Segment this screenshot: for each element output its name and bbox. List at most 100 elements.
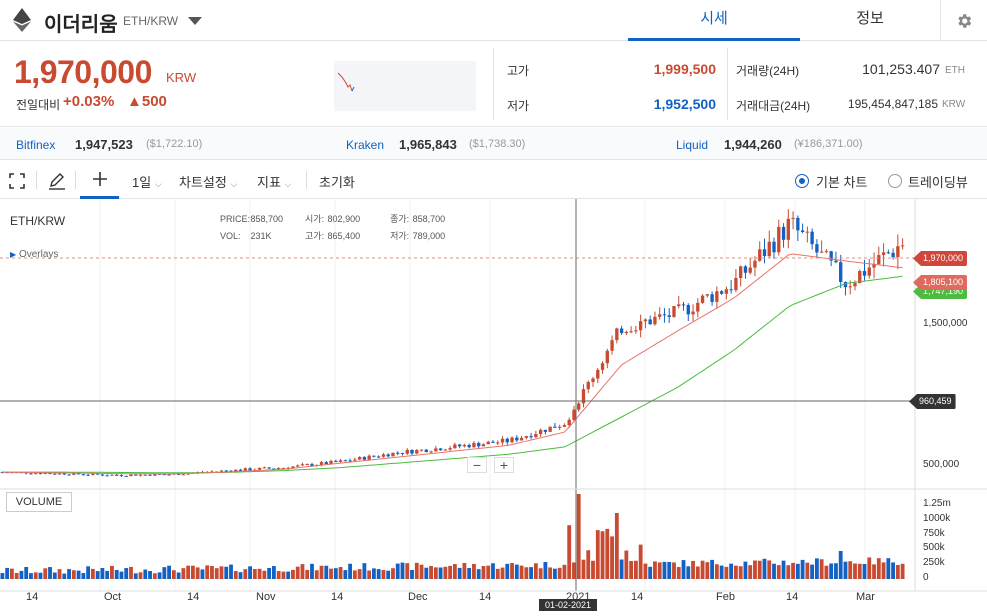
volume-bar xyxy=(781,560,786,579)
vol-tick: 0 xyxy=(923,572,929,583)
exchange-sub-price: (¥186,371.00) xyxy=(794,138,863,150)
candle-body xyxy=(896,246,900,258)
volume-bar xyxy=(300,564,305,579)
volume-value: 101,253.407 xyxy=(862,61,940,77)
volume-bar xyxy=(610,536,614,579)
interval-select[interactable]: 1일 ⌵ xyxy=(132,172,162,191)
volume-bar xyxy=(33,572,38,579)
volume-bar xyxy=(14,572,19,579)
volume-bar xyxy=(553,568,557,579)
volume-bar xyxy=(629,560,634,579)
candle-body xyxy=(48,473,52,475)
volume-toggle-button[interactable]: VOLUME xyxy=(6,492,72,512)
volume-bar xyxy=(252,569,257,579)
candle-body xyxy=(400,452,405,454)
candle-body xyxy=(739,266,743,278)
basic-chart-label[interactable]: 기본 차트 xyxy=(816,175,868,190)
candle-body xyxy=(353,459,357,461)
candle-body xyxy=(272,468,276,470)
volume-bar xyxy=(791,562,795,579)
zoom-out-button[interactable]: − xyxy=(467,457,487,473)
candle-body xyxy=(348,460,352,462)
volume-bar xyxy=(505,563,510,579)
volume-bar xyxy=(743,561,748,579)
volume-bar xyxy=(0,573,5,579)
volume-bar xyxy=(343,570,348,579)
volume-bar xyxy=(352,570,357,579)
candle-body xyxy=(329,460,333,464)
x-tick: Dec xyxy=(408,591,428,603)
tradingview-radio[interactable] xyxy=(888,174,902,188)
volume-bar xyxy=(476,569,481,579)
volume-bar xyxy=(457,567,462,579)
basic-chart-radio[interactable] xyxy=(795,174,809,188)
volume-bar xyxy=(686,566,691,579)
chevron-down-icon[interactable] xyxy=(188,17,202,25)
overlays-toggle[interactable]: ▶ Overlays xyxy=(10,249,58,260)
exchange-name[interactable]: Kraken xyxy=(346,138,385,152)
candle-body xyxy=(100,474,105,476)
candle-body xyxy=(43,473,47,475)
volume-bar xyxy=(67,569,71,579)
candle-body xyxy=(772,241,776,253)
candle-body xyxy=(67,474,71,476)
indicators-menu[interactable]: 지표 ⌵ xyxy=(257,172,291,191)
volume-bar xyxy=(229,564,233,579)
candle-body xyxy=(472,442,476,448)
tab-price[interactable]: 시세 xyxy=(628,0,800,41)
volume-bar xyxy=(181,568,186,579)
reset-button[interactable]: 초기화 xyxy=(319,175,355,190)
tab-info[interactable]: 정보 xyxy=(856,10,884,27)
volume-bar xyxy=(200,569,205,579)
volume-bar xyxy=(862,564,867,579)
volume-bar xyxy=(205,565,210,579)
volume-bar xyxy=(857,563,862,579)
candle-body xyxy=(748,267,752,273)
candle-body xyxy=(605,350,609,364)
exchange-name[interactable]: Bitfinex xyxy=(16,138,56,152)
volume-bar xyxy=(314,570,319,579)
tradingview-label[interactable]: 트레이딩뷰 xyxy=(908,175,968,190)
volume-bar xyxy=(657,562,662,579)
fullscreen-icon[interactable] xyxy=(9,173,25,194)
candle-body xyxy=(496,442,500,444)
candle-body xyxy=(505,438,509,443)
candle-body xyxy=(57,473,62,475)
candle-body xyxy=(110,474,114,476)
volume-bar xyxy=(162,567,167,579)
candle-body xyxy=(805,231,810,233)
volume-unit: ETH xyxy=(945,65,965,76)
candle-body xyxy=(486,441,490,445)
candle-body xyxy=(119,475,124,477)
volume-bar xyxy=(648,566,653,579)
candle-body xyxy=(81,474,86,476)
exchange-name[interactable]: Liquid xyxy=(676,138,709,152)
chart-settings-menu[interactable]: 차트설정 ⌵ xyxy=(179,172,237,191)
volume-bar xyxy=(443,566,448,579)
volume-bar xyxy=(638,544,643,579)
volume-bar xyxy=(24,566,29,579)
candle-body xyxy=(677,304,681,307)
exchange-price: 1,965,843 xyxy=(399,137,457,152)
zoom-in-button[interactable]: + xyxy=(494,457,514,473)
vol-tick: 1.25m xyxy=(923,498,951,509)
volume-bar xyxy=(110,565,114,579)
candle-body xyxy=(53,473,57,475)
x-tick: 14 xyxy=(331,591,344,603)
candle-body xyxy=(658,314,662,317)
candle-body xyxy=(558,426,562,428)
exchange-sub-price: ($1,722.10) xyxy=(146,138,203,150)
gear-icon[interactable] xyxy=(940,0,987,41)
crosshair-icon[interactable] xyxy=(80,161,119,199)
volume-bar xyxy=(357,569,362,579)
volume-bar xyxy=(81,573,86,579)
header-bar xyxy=(0,0,987,41)
candle-body xyxy=(643,319,648,322)
candlestick-chart[interactable] xyxy=(0,199,987,616)
volume-bar xyxy=(271,566,276,579)
pencil-icon[interactable] xyxy=(48,172,66,195)
x-tick: 14 xyxy=(26,591,39,603)
volume-bar xyxy=(767,560,772,579)
volume-bar xyxy=(695,566,700,579)
candle-body xyxy=(529,436,533,438)
